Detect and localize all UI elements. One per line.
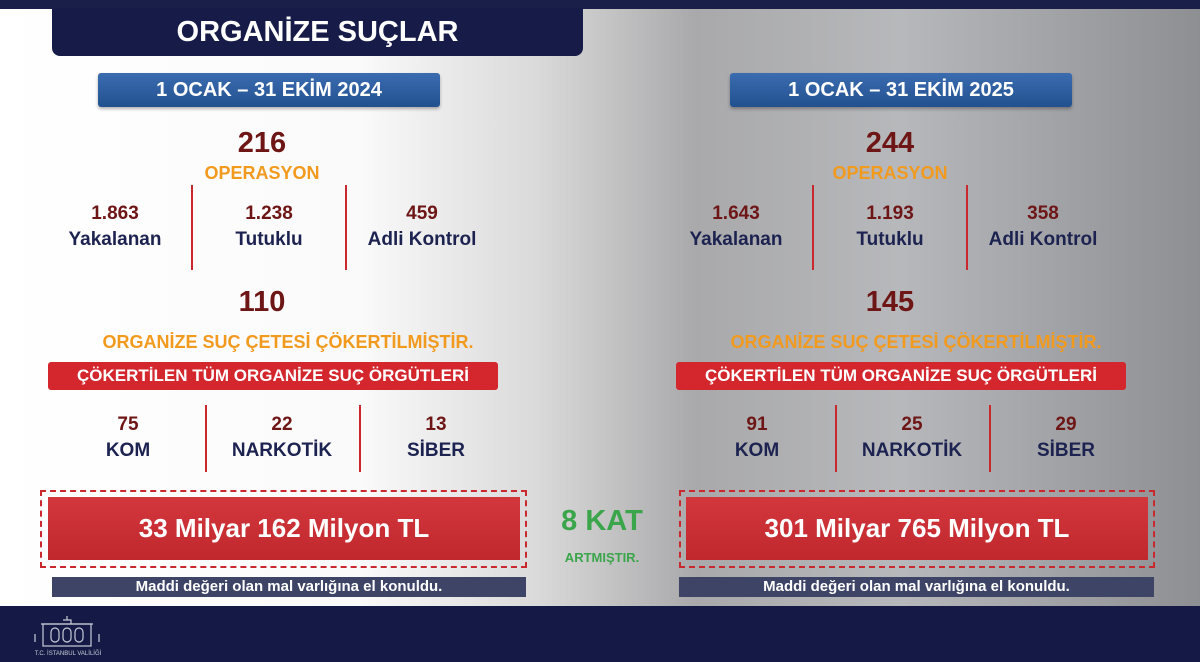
gangs-label-2025: ORGANİZE SUÇ ÇETESİ ÇÖKERTİLMİŞTİR. bbox=[730, 332, 1102, 352]
gangs-count-2025: 145 bbox=[865, 286, 915, 318]
org-value: 13 bbox=[425, 414, 447, 435]
money-value-2024: 33 Milyar 162 Milyon TL bbox=[48, 497, 520, 560]
orgs-banner-2024: ÇÖKERTİLEN TÜM ORGANİZE SUÇ ÖRGÜTLERİ bbox=[48, 362, 498, 390]
stat-label: Adli Kontrol bbox=[988, 229, 1098, 250]
divider bbox=[345, 185, 347, 270]
org-value: 75 bbox=[117, 414, 139, 435]
money-frame-2024 bbox=[40, 490, 527, 568]
org-label: NARKOTİK bbox=[861, 440, 963, 461]
increase-factor: 8 KAT bbox=[561, 505, 643, 537]
gangs-count-2024: 110 bbox=[238, 286, 286, 318]
increase-label: ARTMIŞTIR. bbox=[564, 550, 640, 565]
stat-value: 1.238 bbox=[245, 203, 293, 224]
divider bbox=[191, 185, 193, 270]
org-label: KOM bbox=[734, 440, 780, 461]
stat-label: Tutuklu bbox=[856, 229, 924, 250]
stat-value: 459 bbox=[406, 203, 438, 224]
building-icon bbox=[34, 616, 100, 647]
footer: T.C. İSTANBUL VALİLİĞİ bbox=[0, 606, 1200, 662]
stat-value: 1.193 bbox=[866, 203, 914, 224]
stat-label: Yakalanan bbox=[68, 229, 162, 250]
period-badge-2024: 1 OCAK – 31 EKİM 2024 bbox=[98, 73, 440, 107]
money-frame-2025 bbox=[679, 490, 1155, 568]
stat-value: 1.863 bbox=[91, 203, 139, 224]
org-value: 22 bbox=[271, 414, 293, 435]
divider bbox=[966, 185, 968, 270]
period-badge-2025: 1 OCAK – 31 EKİM 2025 bbox=[730, 73, 1072, 107]
page-title: ORGANİZE SUÇLAR bbox=[52, 8, 583, 56]
top-strip bbox=[0, 0, 1200, 9]
money-caption-2025: Maddi değeri olan mal varlığına el konul… bbox=[679, 577, 1154, 597]
stat-value: 1.643 bbox=[712, 203, 760, 224]
divider bbox=[989, 405, 991, 472]
stat-label: Tutuklu bbox=[235, 229, 303, 250]
org-label: SİBER bbox=[1036, 440, 1096, 461]
divider bbox=[359, 405, 361, 472]
stat-label: Adli Kontrol bbox=[367, 229, 477, 250]
org-value: 25 bbox=[901, 414, 923, 435]
divider bbox=[205, 405, 207, 472]
operations-label-2025: OPERASYON bbox=[832, 163, 948, 183]
money-value-2025: 301 Milyar 765 Milyon TL bbox=[686, 497, 1148, 560]
divider bbox=[812, 185, 814, 270]
operations-count-2024: 216 bbox=[237, 127, 287, 159]
org-value: 29 bbox=[1055, 414, 1077, 435]
logo-text: T.C. İSTANBUL VALİLİĞİ bbox=[34, 651, 102, 657]
org-label: NARKOTİK bbox=[231, 440, 333, 461]
orgs-banner-2025: ÇÖKERTİLEN TÜM ORGANİZE SUÇ ÖRGÜTLERİ bbox=[676, 362, 1126, 390]
stat-value: 358 bbox=[1027, 203, 1059, 224]
operations-count-2025: 244 bbox=[865, 127, 915, 159]
money-caption-2024: Maddi değeri olan mal varlığına el konul… bbox=[52, 577, 526, 597]
stat-label: Yakalanan bbox=[689, 229, 783, 250]
org-label: KOM bbox=[105, 440, 151, 461]
operations-label-2024: OPERASYON bbox=[204, 163, 320, 183]
divider bbox=[835, 405, 837, 472]
org-value: 91 bbox=[746, 414, 768, 435]
org-label: SİBER bbox=[406, 440, 466, 461]
gangs-label-2024: ORGANİZE SUÇ ÇETESİ ÇÖKERTİLMİŞTİR. bbox=[102, 332, 474, 352]
